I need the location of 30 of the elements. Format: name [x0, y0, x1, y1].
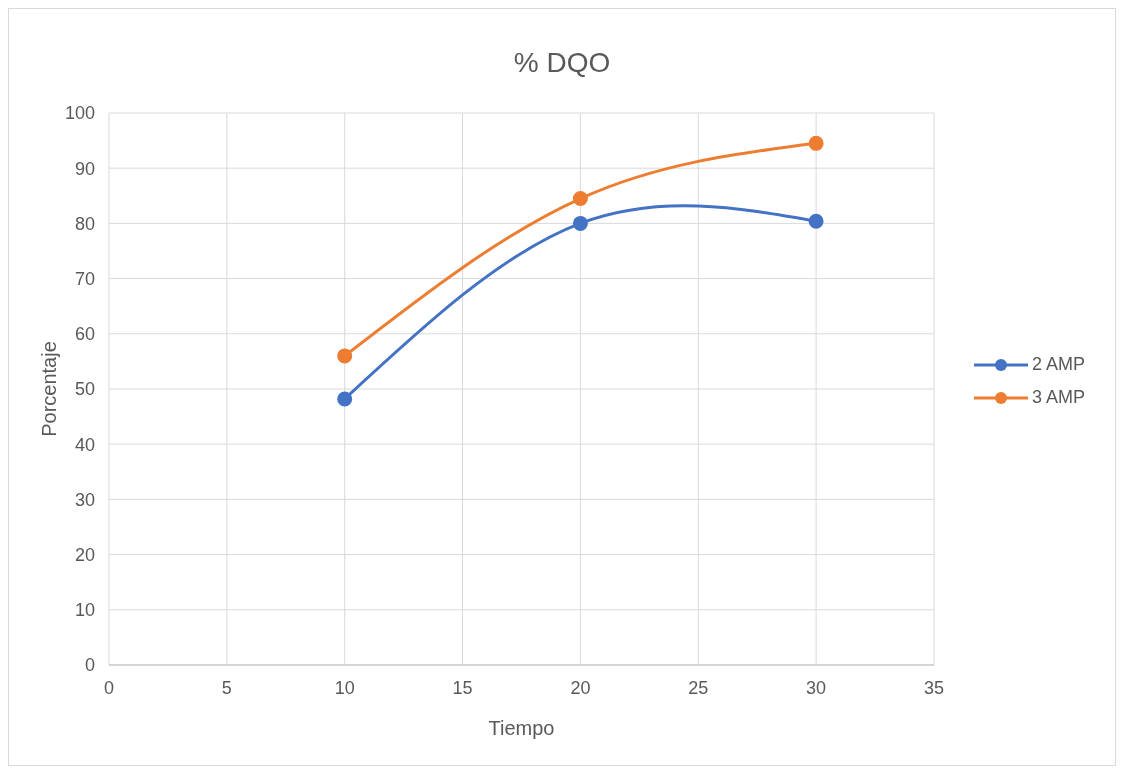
y-tick-label: 20	[74, 544, 95, 565]
x-tick-label: 35	[923, 677, 944, 698]
x-tick-label: 5	[221, 677, 232, 698]
point	[337, 348, 353, 364]
point	[572, 191, 588, 207]
point	[808, 213, 824, 229]
y-tick-label: 80	[74, 213, 95, 234]
point	[808, 135, 824, 151]
y-tick-label: 90	[74, 158, 95, 179]
point	[337, 391, 353, 407]
y-tick-label: 40	[74, 434, 95, 455]
y-tick-label: 70	[74, 268, 95, 289]
x-tick-label: 30	[806, 677, 827, 698]
x-tick-label: 0	[103, 677, 115, 698]
legend-label: 2 AMP	[1031, 354, 1085, 375]
x-tick-label: 20	[570, 677, 591, 698]
x-tick-label: 10	[334, 677, 355, 698]
y-tick-label: 10	[74, 600, 95, 621]
y-tick-label: 0	[84, 655, 95, 676]
x-axis-title: Tiempo	[488, 717, 555, 739]
x-tick-label: 15	[452, 677, 473, 698]
legend-label: 3 AMP	[1031, 387, 1085, 408]
y-axis-title: Porcentaje	[38, 341, 61, 437]
point	[572, 215, 588, 231]
y-tick-label: 50	[74, 379, 95, 400]
y-tick-label: 60	[74, 324, 95, 345]
y-tick-label: 100	[64, 103, 95, 124]
chart-title: % DQO	[512, 47, 612, 79]
x-tick-label: 25	[688, 677, 709, 698]
y-tick-label: 30	[74, 489, 95, 510]
